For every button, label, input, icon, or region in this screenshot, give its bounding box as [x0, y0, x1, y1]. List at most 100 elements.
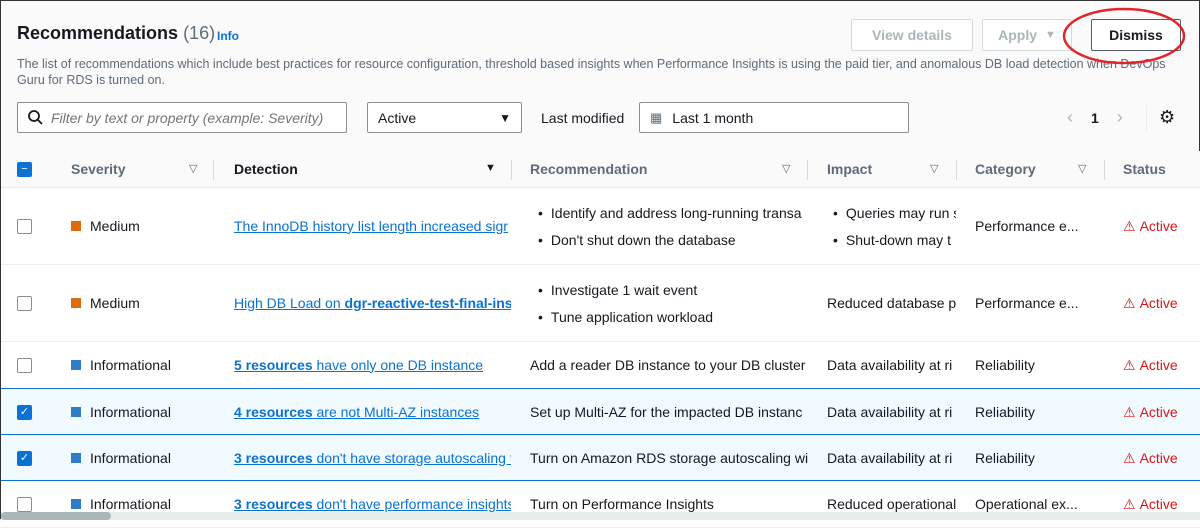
severity-square-icon [71, 452, 81, 463]
status: ⚠ Active [1123, 496, 1178, 513]
severity-label: Informational [90, 403, 171, 420]
detection-text: are not Multi-AZ instances [312, 403, 480, 420]
calendar-icon: ▦ [650, 109, 663, 125]
select-all-checkbox[interactable]: − [17, 162, 32, 177]
row-checkbox[interactable] [17, 218, 32, 234]
table-row[interactable]: Informational 5 resources have only one D… [1, 342, 1200, 389]
recommendation: Turn on Performance Insights [530, 495, 714, 512]
recommendation: Add a reader DB instance to your DB clus… [530, 356, 806, 373]
severity-square-icon [71, 359, 81, 370]
recommendation-list: Investigate 1 wait eventTune application… [538, 277, 808, 331]
table-row[interactable]: Medium The InnoDB history list length inc… [1, 188, 1200, 265]
status: ⚠ Active [1123, 295, 1178, 312]
recommendation-item: Tune application workload [538, 304, 808, 331]
table-header: − Severity ▽ Detection ▼ Recommendation … [1, 151, 1200, 188]
detection-text: 4 resources [234, 403, 313, 420]
highlight-ellipse [1062, 7, 1186, 65]
category: Reliability [975, 356, 1035, 373]
severity-label: Medium [90, 294, 140, 311]
severity: Informational [71, 496, 171, 512]
table-row[interactable]: Medium High DB Load on dgr-reactive-test-… [1, 265, 1200, 342]
sort-icon[interactable]: ▽ [930, 163, 939, 175]
impact: Data availability at ri [827, 403, 953, 420]
impact: Reduced database pe [827, 294, 956, 311]
col-status[interactable]: Status [1123, 161, 1166, 177]
info-link[interactable]: Info [217, 29, 239, 43]
date-range-value: Last 1 month [672, 109, 754, 126]
impact: Data availability at ri [827, 449, 953, 466]
row-checkbox[interactable]: ✓ [17, 450, 32, 466]
sort-icon[interactable]: ▽ [189, 163, 198, 175]
detection-text: 3 resources [234, 449, 313, 466]
severity-square-icon [71, 406, 81, 417]
detection-link[interactable]: High DB Load on dgr-reactive-test-final-… [234, 295, 511, 311]
col-detection[interactable]: Detection [234, 161, 298, 177]
category: Reliability [975, 403, 1035, 420]
col-category[interactable]: Category [975, 161, 1036, 177]
status: ⚠ Active [1123, 357, 1178, 374]
apply-button[interactable]: Apply ▼ [982, 19, 1072, 51]
impact: Data availability at ri [827, 356, 953, 373]
detection-text: High DB Load on [234, 294, 345, 311]
warning-icon: ⚠ [1123, 356, 1136, 373]
detection-text: The InnoDB history list length increased… [234, 217, 508, 234]
sort-desc-icon[interactable]: ▼ [485, 162, 496, 174]
last-modified-label: Last modified [541, 110, 625, 126]
search-input[interactable] [51, 109, 331, 126]
chevron-right-icon[interactable]: › [1116, 107, 1123, 127]
row-checkbox[interactable] [17, 295, 32, 311]
sort-icon[interactable]: ▽ [1078, 163, 1087, 175]
category: Performance e... [975, 294, 1079, 311]
col-severity[interactable]: Severity [71, 161, 126, 177]
apply-label: Apply [998, 27, 1037, 43]
detection-link[interactable]: The InnoDB history list length increased… [234, 218, 511, 234]
col-recommendation[interactable]: Recommendation [530, 161, 648, 177]
warning-icon: ⚠ [1123, 449, 1136, 466]
severity-label: Medium [90, 217, 140, 234]
gear-icon[interactable]: ⚙ [1159, 107, 1176, 127]
status: ⚠ Active [1123, 404, 1178, 421]
category: Reliability [975, 449, 1035, 466]
detection-text: don't have storage autoscaling t [312, 449, 511, 466]
status-label: Active [1139, 217, 1178, 234]
detection-link[interactable]: 3 resources don't have storage autoscali… [234, 450, 511, 466]
table-row[interactable]: Informational 3 resources don't have perf… [1, 481, 1200, 528]
caret-down-icon: ▼ [1045, 29, 1056, 41]
detection-link[interactable]: 4 resources are not Multi-AZ instances [234, 404, 511, 420]
severity: Informational [71, 450, 171, 466]
table-row[interactable]: ✓ Informational 3 resources don't have sto… [1, 434, 1200, 481]
row-checkbox[interactable] [17, 496, 32, 512]
status-select[interactable]: Active ▼ [367, 102, 522, 133]
date-range-picker[interactable]: ▦ Last 1 month [639, 102, 909, 133]
sort-icon[interactable]: ▽ [782, 163, 791, 175]
severity-label: Informational [90, 449, 171, 466]
view-details-button[interactable]: View details [851, 19, 973, 51]
dismiss-button[interactable]: Dismiss [1091, 19, 1181, 51]
search-filter[interactable] [17, 102, 347, 133]
recommendation: Set up Multi-AZ for the impacted DB inst… [530, 403, 803, 420]
table-row[interactable]: ✓ Informational 4 resources are not Multi-… [1, 388, 1200, 435]
detection-link[interactable]: 5 resources have only one DB instance [234, 357, 511, 373]
status-label: Active [1139, 294, 1178, 311]
severity: Informational [71, 404, 171, 420]
chevron-left-icon[interactable]: ‹ [1067, 107, 1073, 127]
count: (16) [183, 23, 216, 43]
search-icon [28, 110, 43, 125]
row-checkbox[interactable]: ✓ [17, 404, 32, 420]
recommendation-list: Identify and address long-running transa… [538, 200, 808, 254]
warning-icon: ⚠ [1123, 294, 1136, 311]
page-number[interactable]: 1 [1091, 109, 1099, 126]
detection-link[interactable]: 3 resources don't have performance insig… [234, 496, 511, 512]
col-impact[interactable]: Impact [827, 161, 873, 177]
title-text: Recommendations [17, 23, 179, 43]
horizontal-scrollbar[interactable] [1, 512, 1200, 520]
recommendation-item: Identify and address long-running transa [538, 200, 808, 227]
recommendation-item: Don't shut down the database [538, 227, 808, 254]
status-label: Active [1139, 356, 1178, 373]
row-checkbox[interactable] [17, 357, 32, 373]
category: Operational ex... [975, 495, 1078, 512]
page-title: Recommendations (16) [17, 23, 215, 44]
impact-item: Shut-down may t [833, 227, 956, 254]
impact: Reduced operational [827, 495, 956, 512]
recommendation-item: Investigate 1 wait event [538, 277, 808, 304]
